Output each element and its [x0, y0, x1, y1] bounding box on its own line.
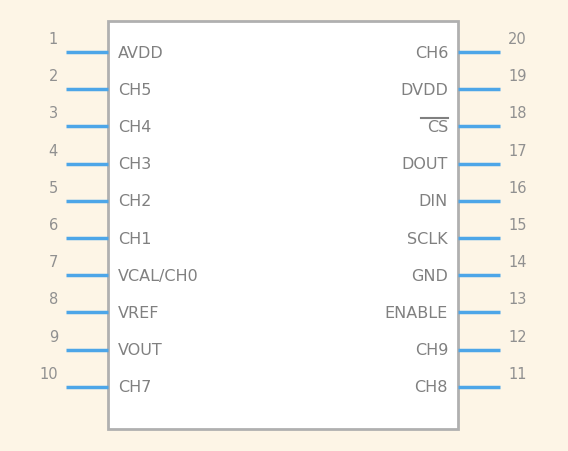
- Text: CH9: CH9: [415, 342, 448, 357]
- Text: CH1: CH1: [118, 231, 152, 246]
- Text: 9: 9: [49, 329, 58, 344]
- Text: CH3: CH3: [118, 157, 151, 172]
- Text: GND: GND: [411, 268, 448, 283]
- Text: VCAL/CH0: VCAL/CH0: [118, 268, 199, 283]
- Text: DIN: DIN: [419, 194, 448, 209]
- Text: DVDD: DVDD: [400, 83, 448, 97]
- Text: 12: 12: [508, 329, 527, 344]
- Text: VREF: VREF: [118, 305, 160, 320]
- Text: 4: 4: [49, 143, 58, 158]
- Text: 2: 2: [49, 69, 58, 84]
- Text: 11: 11: [508, 366, 527, 381]
- Text: CH6: CH6: [415, 46, 448, 60]
- Text: CS: CS: [427, 120, 448, 134]
- Text: 14: 14: [508, 255, 527, 270]
- Text: 20: 20: [508, 32, 527, 47]
- Text: CH8: CH8: [415, 379, 448, 395]
- Text: CH7: CH7: [118, 379, 152, 395]
- Text: AVDD: AVDD: [118, 46, 164, 60]
- Text: CH2: CH2: [118, 194, 152, 209]
- Text: 15: 15: [508, 217, 527, 233]
- Text: 3: 3: [49, 106, 58, 121]
- Text: 1: 1: [49, 32, 58, 47]
- Text: 6: 6: [49, 217, 58, 233]
- Text: DOUT: DOUT: [402, 157, 448, 172]
- Text: 13: 13: [508, 292, 527, 307]
- Text: 17: 17: [508, 143, 527, 158]
- Text: 10: 10: [39, 366, 58, 381]
- Text: CH4: CH4: [118, 120, 152, 134]
- Text: ENABLE: ENABLE: [385, 305, 448, 320]
- Text: 7: 7: [49, 255, 58, 270]
- Text: VOUT: VOUT: [118, 342, 163, 357]
- Text: 19: 19: [508, 69, 527, 84]
- Text: 8: 8: [49, 292, 58, 307]
- Bar: [108, 22, 458, 429]
- Text: 16: 16: [508, 180, 527, 195]
- Text: CH5: CH5: [118, 83, 152, 97]
- Text: 18: 18: [508, 106, 527, 121]
- Text: 5: 5: [49, 180, 58, 195]
- Text: SCLK: SCLK: [407, 231, 448, 246]
